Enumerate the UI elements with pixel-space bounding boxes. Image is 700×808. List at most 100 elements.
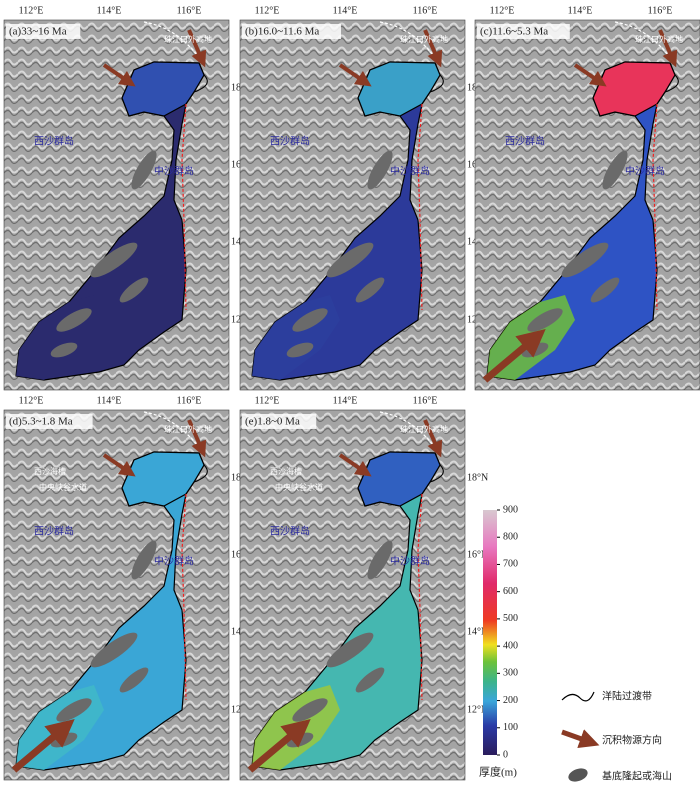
- source-arrow: [423, 29, 443, 68]
- transition-zone: [193, 74, 208, 93]
- longitude-label: 112°E: [19, 5, 44, 16]
- label-box: [6, 414, 93, 429]
- longitude-label: 112°E: [490, 5, 515, 16]
- legend-arrow-icon: [561, 729, 600, 749]
- basement-rise: [90, 242, 138, 278]
- legend-text: 沉积物源方向: [602, 733, 662, 746]
- source-arrow: [573, 63, 607, 87]
- longitude-label: 114°E: [97, 395, 122, 406]
- basement-rise: [527, 308, 563, 332]
- place-label: 西沙群岛: [270, 134, 310, 147]
- panel-label: (a)33~16 Ma: [9, 26, 67, 38]
- colorbar-tick-label: 200: [503, 695, 518, 706]
- place-label: 中沙群岛: [390, 554, 430, 567]
- basement-rise: [292, 308, 328, 332]
- longitude-label: 112°E: [255, 5, 280, 16]
- basement-rise: [131, 540, 157, 580]
- longitude-label: 116°E: [177, 5, 202, 16]
- legend-rise-icon: [568, 768, 588, 782]
- longitude-label: 114°E: [333, 5, 358, 16]
- place-label: 珠江口外高地: [400, 34, 448, 44]
- colorbar-tick-label: 100: [503, 722, 518, 733]
- place-label: 中央峡谷水道: [39, 482, 87, 492]
- source-arrow: [338, 63, 372, 87]
- place-label: 中沙群岛: [154, 164, 194, 177]
- source-arrow: [338, 453, 372, 477]
- source-arrow: [658, 29, 678, 68]
- label-box: [242, 414, 317, 429]
- colorbar-tick-label: 500: [503, 613, 518, 624]
- basement-rise: [326, 242, 374, 278]
- legend-text: 基底隆起或海山: [602, 769, 672, 782]
- longitude-label: 114°E: [97, 5, 122, 16]
- basement-rise: [50, 342, 78, 358]
- colorbar-tick-label: 900: [503, 504, 518, 515]
- source-arrow: [247, 718, 311, 773]
- legend: 洋陆过渡带 沉积物源方向 基底隆起或海山: [561, 689, 672, 782]
- panel-label: (e)1.8~0 Ma: [245, 416, 300, 428]
- transition-zone: [429, 464, 444, 483]
- basement-rise: [367, 540, 393, 580]
- longitude-label: 112°E: [255, 395, 280, 406]
- fault-line: [417, 493, 423, 701]
- label-box: [6, 24, 81, 39]
- basement-rise: [90, 632, 138, 668]
- basement-rise: [561, 242, 609, 278]
- longitude-label: 116°E: [177, 395, 202, 406]
- fault-line: [181, 493, 187, 701]
- colorbar: [483, 510, 497, 755]
- transition-zone: [664, 74, 679, 93]
- place-label: 珠江口外高地: [164, 424, 212, 434]
- place-label: 珠江口外高地: [635, 34, 683, 44]
- place-label: 珠江口外高地: [164, 34, 212, 44]
- basement-rise: [119, 667, 149, 693]
- place-label: 中沙群岛: [625, 164, 665, 177]
- fault-line: [652, 103, 658, 311]
- source-arrow: [102, 63, 136, 87]
- source-arrow: [423, 419, 443, 458]
- transition-zone: [429, 74, 444, 93]
- basement-rise: [286, 342, 314, 358]
- place-label: 西沙群岛: [505, 134, 545, 147]
- panel-label: (c)11.6~5.3 Ma: [480, 26, 548, 38]
- panel-label: (d)5.3~1.8 Ma: [9, 416, 73, 428]
- place-label: 西沙海槽: [270, 466, 302, 476]
- legend-line-icon: [561, 691, 595, 702]
- place-label: 西沙海槽: [34, 466, 66, 476]
- latitude-label: 18°N: [467, 472, 488, 483]
- transition-zone: [193, 464, 208, 483]
- source-arrow: [102, 453, 136, 477]
- legend-text: 洋陆过渡带: [602, 689, 652, 702]
- place-label: 西沙群岛: [270, 524, 310, 537]
- longitude-label: 116°E: [648, 5, 673, 16]
- place-label: 珠江口外高地: [400, 424, 448, 434]
- basement-rise: [602, 150, 628, 190]
- colorbar-tick-label: 300: [503, 668, 518, 679]
- basement-rise: [355, 277, 385, 303]
- colorbar-tick-label: 0: [503, 749, 508, 760]
- colorbar-tick-label: 800: [503, 532, 518, 543]
- basement-rise: [326, 632, 374, 668]
- panel-label: (b)16.0~11.6 Ma: [245, 26, 319, 38]
- place-label: 西沙群岛: [34, 524, 74, 537]
- basement-rise: [56, 698, 92, 722]
- basement-rise: [131, 150, 157, 190]
- latitude-label: 12°N: [467, 704, 488, 715]
- colorbar-title: 厚度(m): [479, 765, 517, 779]
- colorbar-tick-label: 700: [503, 559, 518, 570]
- source-arrow: [482, 328, 546, 383]
- basement-rise: [355, 667, 385, 693]
- fault-line: [181, 103, 187, 311]
- longitude-label: 114°E: [333, 395, 358, 406]
- basement-rise: [590, 277, 620, 303]
- source-arrow: [187, 419, 207, 458]
- longitude-label: 116°E: [413, 395, 438, 406]
- source-arrow: [187, 29, 207, 68]
- place-label: 中沙群岛: [154, 554, 194, 567]
